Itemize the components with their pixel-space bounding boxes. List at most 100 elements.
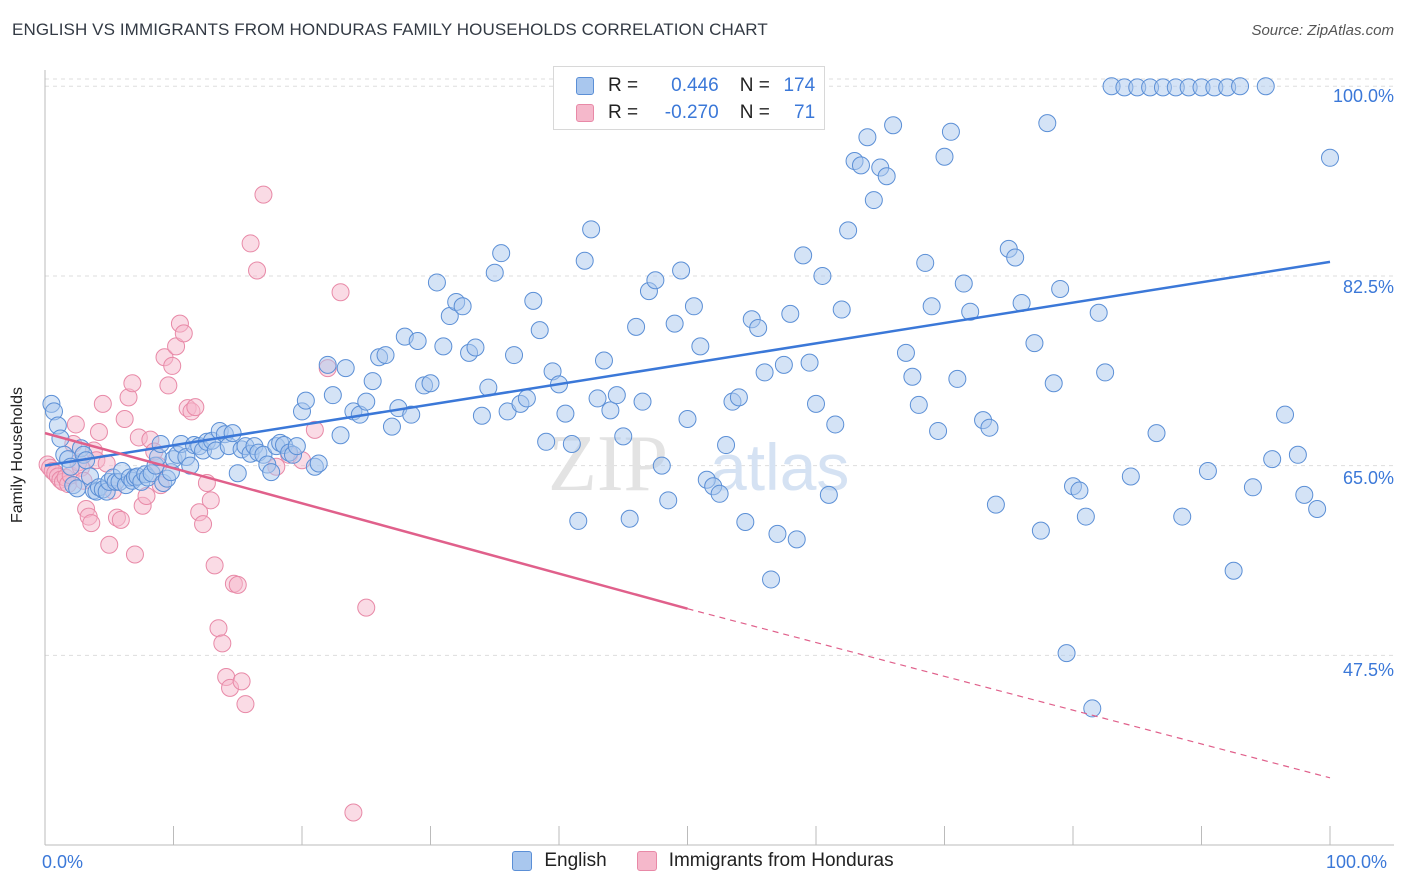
- english-point: [1231, 77, 1250, 96]
- english-point: [762, 570, 781, 589]
- english-point: [672, 261, 691, 280]
- honduras-point: [209, 619, 228, 638]
- english-point: [421, 374, 440, 393]
- english-point: [382, 417, 401, 436]
- english-point: [839, 221, 858, 240]
- axes: [44, 70, 1394, 846]
- honduras-point: [254, 185, 273, 204]
- english-swatch: [576, 77, 594, 95]
- honduras-n-value: 71: [794, 102, 816, 123]
- english-point: [1025, 334, 1044, 353]
- english-point: [601, 401, 620, 420]
- english-point: [1031, 521, 1050, 540]
- english-point: [929, 421, 948, 440]
- english-point: [678, 410, 697, 429]
- honduras-point: [66, 415, 85, 434]
- honduras-point: [248, 261, 267, 280]
- english-point: [1295, 485, 1314, 504]
- english-point: [1224, 561, 1243, 580]
- english-point: [472, 406, 491, 425]
- y-tick-label: 65.0%: [1342, 468, 1394, 488]
- watermark: ZIP atlas: [548, 420, 849, 508]
- legend-row-english: R = 0.446 N = 174: [576, 73, 815, 99]
- honduras-trend-extension: [687, 608, 1331, 779]
- english-point: [485, 263, 504, 282]
- english-point: [1276, 405, 1295, 424]
- y-axis-label: Family Households: [9, 386, 26, 524]
- english-point: [530, 321, 549, 340]
- honduras-swatch: [576, 104, 594, 122]
- y-tick-label: 82.5%: [1342, 277, 1394, 297]
- english-point: [517, 389, 536, 408]
- legend-item-honduras[interactable]: Immigrants from Honduras: [636, 850, 894, 872]
- english-points: [42, 77, 1339, 718]
- english-point: [684, 297, 703, 316]
- honduras-point: [111, 510, 130, 529]
- english-point: [1198, 462, 1217, 481]
- english-point: [909, 395, 928, 414]
- honduras-point: [82, 514, 101, 533]
- honduras-trend-line: [44, 431, 688, 610]
- english-point: [1006, 248, 1025, 267]
- english-point: [627, 317, 646, 336]
- honduras-point: [163, 356, 182, 375]
- english-point: [427, 273, 446, 292]
- english-point: [524, 291, 543, 310]
- grid-lines: [45, 78, 1394, 656]
- honduras-point: [213, 634, 232, 653]
- english-point: [1288, 445, 1307, 464]
- english-point: [1263, 450, 1282, 469]
- english-legend-swatch: [512, 851, 533, 871]
- honduras-point: [232, 672, 251, 691]
- english-point: [363, 372, 382, 391]
- english-point: [1038, 114, 1057, 133]
- honduras-points: [38, 185, 376, 822]
- english-point: [710, 484, 729, 503]
- english-point: [1083, 699, 1102, 718]
- english-point: [717, 436, 736, 455]
- honduras-point: [357, 598, 376, 617]
- english-point: [376, 346, 395, 365]
- english-point: [633, 392, 652, 411]
- honduras-point: [125, 545, 144, 564]
- honduras-point: [159, 376, 178, 395]
- english-point: [453, 297, 472, 316]
- y-tick-label: 47.5%: [1342, 660, 1394, 680]
- english-point: [826, 415, 845, 434]
- english-point: [466, 338, 485, 357]
- english-point: [607, 386, 626, 405]
- english-point: [941, 122, 960, 141]
- english-point: [884, 116, 903, 135]
- legend-item-english[interactable]: English: [512, 850, 607, 872]
- english-point: [877, 167, 896, 186]
- english-point: [588, 389, 607, 408]
- english-point: [935, 147, 954, 166]
- english-point: [807, 394, 825, 413]
- english-point: [1089, 303, 1108, 322]
- honduras-point: [123, 374, 142, 393]
- english-point: [228, 464, 247, 483]
- english-point: [736, 512, 755, 531]
- english-point: [323, 386, 342, 405]
- english-point: [954, 274, 973, 293]
- english-point: [1070, 481, 1089, 500]
- english-point: [813, 266, 832, 285]
- honduras-n-label: N =: [739, 102, 770, 123]
- honduras-r-label: R =: [608, 102, 639, 123]
- watermark-zip: ZIP: [548, 420, 668, 508]
- english-point: [318, 355, 337, 374]
- english-point: [331, 426, 350, 445]
- correlation-legend: R = 0.446 N = 174 R = -0.270 N = 71: [553, 66, 825, 130]
- source-note: Source: ZipAtlas.com: [1251, 22, 1394, 39]
- english-point: [151, 434, 170, 453]
- english-trend-line: [44, 260, 1331, 467]
- honduras-legend-swatch: [636, 851, 657, 871]
- y-tick-label: 100.0%: [1332, 86, 1394, 106]
- honduras-point: [205, 556, 224, 575]
- english-point: [819, 485, 838, 504]
- english-point: [916, 253, 935, 272]
- english-point: [1044, 374, 1063, 393]
- english-point: [223, 424, 242, 443]
- honduras-point: [115, 410, 134, 429]
- honduras-point: [89, 423, 108, 442]
